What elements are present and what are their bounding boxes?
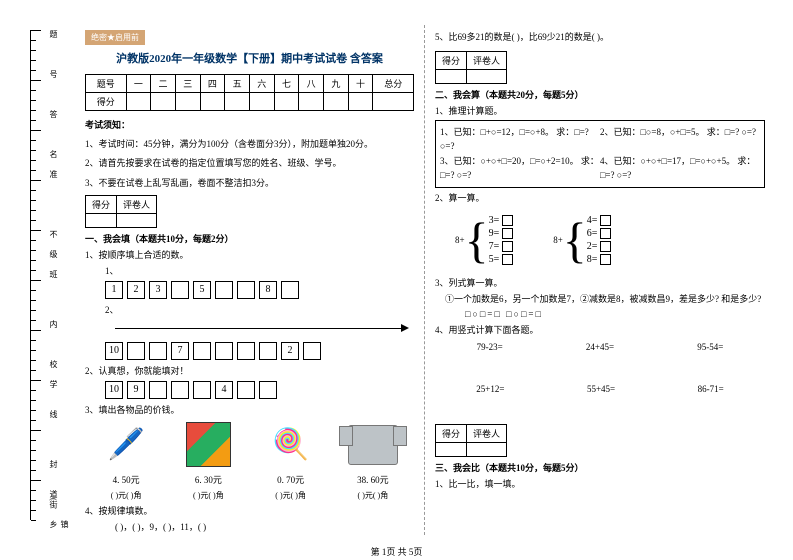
q1-1-label-2: 2、 bbox=[105, 303, 414, 316]
page-footer: 第 1页 共 5页 bbox=[0, 545, 793, 558]
margin-l2: 号 bbox=[48, 70, 59, 78]
q2-3-eq: □○□=□ □○□=□ bbox=[465, 309, 765, 319]
column-left: 绝密★启用前 沪教版2020年一年级数学【下册】期中考试试卷 含答案 题号 一 … bbox=[75, 25, 425, 535]
margin-l8: 班 bbox=[48, 270, 59, 278]
instructions-title: 考试须知： bbox=[85, 117, 414, 133]
bracket-icon: { bbox=[465, 210, 489, 270]
score-h2: 二 bbox=[151, 75, 176, 93]
score-h0: 题号 bbox=[86, 75, 127, 93]
arrow-line bbox=[105, 318, 414, 338]
ruler-left bbox=[30, 30, 42, 520]
section3-title: 三、我会比（本题共10分，每题5分） bbox=[435, 463, 584, 473]
q1-4-seq: ( )，( )，9，( )，11，( ) bbox=[115, 520, 414, 533]
item-shirt: 38. 60元 bbox=[348, 420, 398, 486]
score-h10: 十 bbox=[348, 75, 373, 93]
item-pen: 🖊️ 4. 50元 bbox=[101, 420, 151, 486]
eq-row1: 79-23= 24+45= 95-54= bbox=[435, 342, 765, 352]
shirt-icon bbox=[348, 420, 398, 470]
calc-4: 4、已知：○+○+□=17，□=○+○+5。 求：□=? ○=? bbox=[600, 154, 760, 183]
margin-l9: 内 bbox=[48, 320, 59, 328]
score-h11: 总分 bbox=[373, 75, 414, 93]
section2-score: 得分评卷人 bbox=[435, 51, 507, 84]
q2-2: 2、算一算。 bbox=[435, 191, 765, 204]
score-h3: 三 bbox=[175, 75, 200, 93]
margin-l12: 线 bbox=[48, 410, 59, 418]
margin-l14: 道(街 bbox=[48, 490, 59, 509]
q2-3: 3、列式算一算。 bbox=[435, 276, 765, 289]
q1-4: 4、按规律填数。 bbox=[85, 504, 414, 517]
bracket-groups: 8+ { 3= 9= 7= 5= 8+ { 4= 6= 2= 8= bbox=[455, 207, 765, 273]
calc-1: 1、已知：□+○=12，□=○+8。 求：□=? ○=? bbox=[440, 125, 600, 154]
q1-3: 3、填出各物品的价钱。 bbox=[85, 403, 414, 416]
margin-l7: 级 bbox=[48, 250, 59, 258]
q1-1-row1: 1 2 3 5 8 bbox=[105, 281, 414, 299]
score-h8: 八 bbox=[299, 75, 324, 93]
margin-l6: 不 bbox=[48, 230, 59, 238]
bracket-icon: { bbox=[563, 210, 587, 270]
margin-l13: 封 bbox=[48, 460, 59, 468]
calc-problems: 1、已知：□+○=12，□=○+8。 求：□=? ○=? 2、已知：□○=8，○… bbox=[435, 120, 765, 188]
margin-l1: 题 bbox=[48, 30, 59, 38]
lollipop-icon: 🍭 bbox=[266, 420, 316, 470]
bracket-2: 8+ { 4= 6= 2= 8= bbox=[553, 210, 611, 270]
section3-score: 得分评卷人 bbox=[435, 424, 507, 457]
column-right: 5、比69多21的数是( )，比69少21的数是( )。 得分评卷人 二、我会算… bbox=[425, 25, 775, 535]
pen-icon: 🖊️ bbox=[101, 420, 151, 470]
instr-2: 2、请首先按要求在试卷的指定位置填写您的姓名、班级、学号。 bbox=[85, 155, 414, 171]
exam-title: 沪教版2020年一年级数学【下册】期中考试试卷 含答案 bbox=[85, 50, 414, 66]
margin-l11: 学 bbox=[48, 380, 59, 388]
q1-2-row: 10 9 4 bbox=[105, 381, 414, 399]
item-rubik: 6. 30元 bbox=[183, 420, 233, 486]
margin-labels: 题 号 答 名 准 不 级 班 内 校 学 线 封 道(街 镇乡 bbox=[48, 30, 66, 520]
price-row: ( )元( )角 ( )元( )角 ( )元( )角 ( )元( )角 bbox=[85, 490, 414, 501]
col2-top: 5、比69多21的数是( )，比69少21的数是( )。 bbox=[435, 30, 765, 43]
q1-1-row2: 10 7 2 bbox=[105, 342, 414, 360]
bracket-1: 8+ { 3= 9= 7= 5= bbox=[455, 210, 513, 270]
item-lollipop: 🍭 0. 70元 bbox=[266, 420, 316, 486]
score-h6: 六 bbox=[249, 75, 274, 93]
header-tag: 绝密★启用前 bbox=[85, 30, 145, 45]
q2-3-text: ①一个加数是6，另一个加数是7，②减数是8，被减数昌9，差是多少? 和是多少? bbox=[445, 292, 765, 305]
instr-1: 1、考试时间：45分钟，满分为100分（含卷面分3分），附加题单独20分。 bbox=[85, 136, 414, 152]
q3-1: 1、比一比，填一填。 bbox=[435, 477, 765, 490]
q1-1: 1、按顺序填上合适的数。 bbox=[85, 248, 414, 261]
score-h1: 一 bbox=[126, 75, 151, 93]
q1-1-label-1: 1、 bbox=[105, 264, 414, 277]
score-table: 题号 一 二 三 四 五 六 七 八 九 十 总分 得分 bbox=[85, 74, 414, 111]
rubik-icon bbox=[183, 420, 233, 470]
score-h5: 五 bbox=[225, 75, 250, 93]
score-h7: 七 bbox=[274, 75, 299, 93]
margin-l10: 校 bbox=[48, 360, 59, 368]
section1-title: 一、我会填（本题共10分，每题2分） bbox=[85, 234, 234, 244]
score-header-row: 题号 一 二 三 四 五 六 七 八 九 十 总分 bbox=[86, 75, 414, 93]
score-h4: 四 bbox=[200, 75, 225, 93]
score-row-label: 得分 bbox=[86, 93, 127, 111]
margin-l4: 名 bbox=[48, 150, 59, 158]
q2-1: 1、推理计算题。 bbox=[435, 104, 765, 117]
instr-3: 3、不要在试卷上乱写乱画，卷面不整洁扣3分。 bbox=[85, 175, 414, 191]
margin-l15: 镇乡 bbox=[48, 520, 70, 528]
q1-2: 2、认真想，你就能填对！ bbox=[85, 364, 414, 377]
score-h9: 九 bbox=[324, 75, 349, 93]
calc-2: 2、已知：□○=8，○+□=5。 求：□=? ○=? bbox=[600, 125, 760, 154]
items-row: 🖊️ 4. 50元 6. 30元 🍭 0. 70元 38. 60元 bbox=[85, 420, 414, 486]
section2-title: 二、我会算（本题共20分，每题5分） bbox=[435, 90, 584, 100]
margin-l5: 准 bbox=[48, 170, 59, 178]
page: 绝密★启用前 沪教版2020年一年级数学【下册】期中考试试卷 含答案 题号 一 … bbox=[75, 25, 775, 535]
q2-4: 4、用竖式计算下面各题。 bbox=[435, 323, 765, 336]
calc-3: 3、已知：○+○+□=20，□=○+2=10。 求：□=? ○=? bbox=[440, 154, 600, 183]
score-value-row: 得分 bbox=[86, 93, 414, 111]
margin-l3: 答 bbox=[48, 110, 59, 118]
section1-score: 得分评卷人 bbox=[85, 195, 157, 228]
eq-row2: 25+12= 55+45= 86-71= bbox=[435, 384, 765, 394]
